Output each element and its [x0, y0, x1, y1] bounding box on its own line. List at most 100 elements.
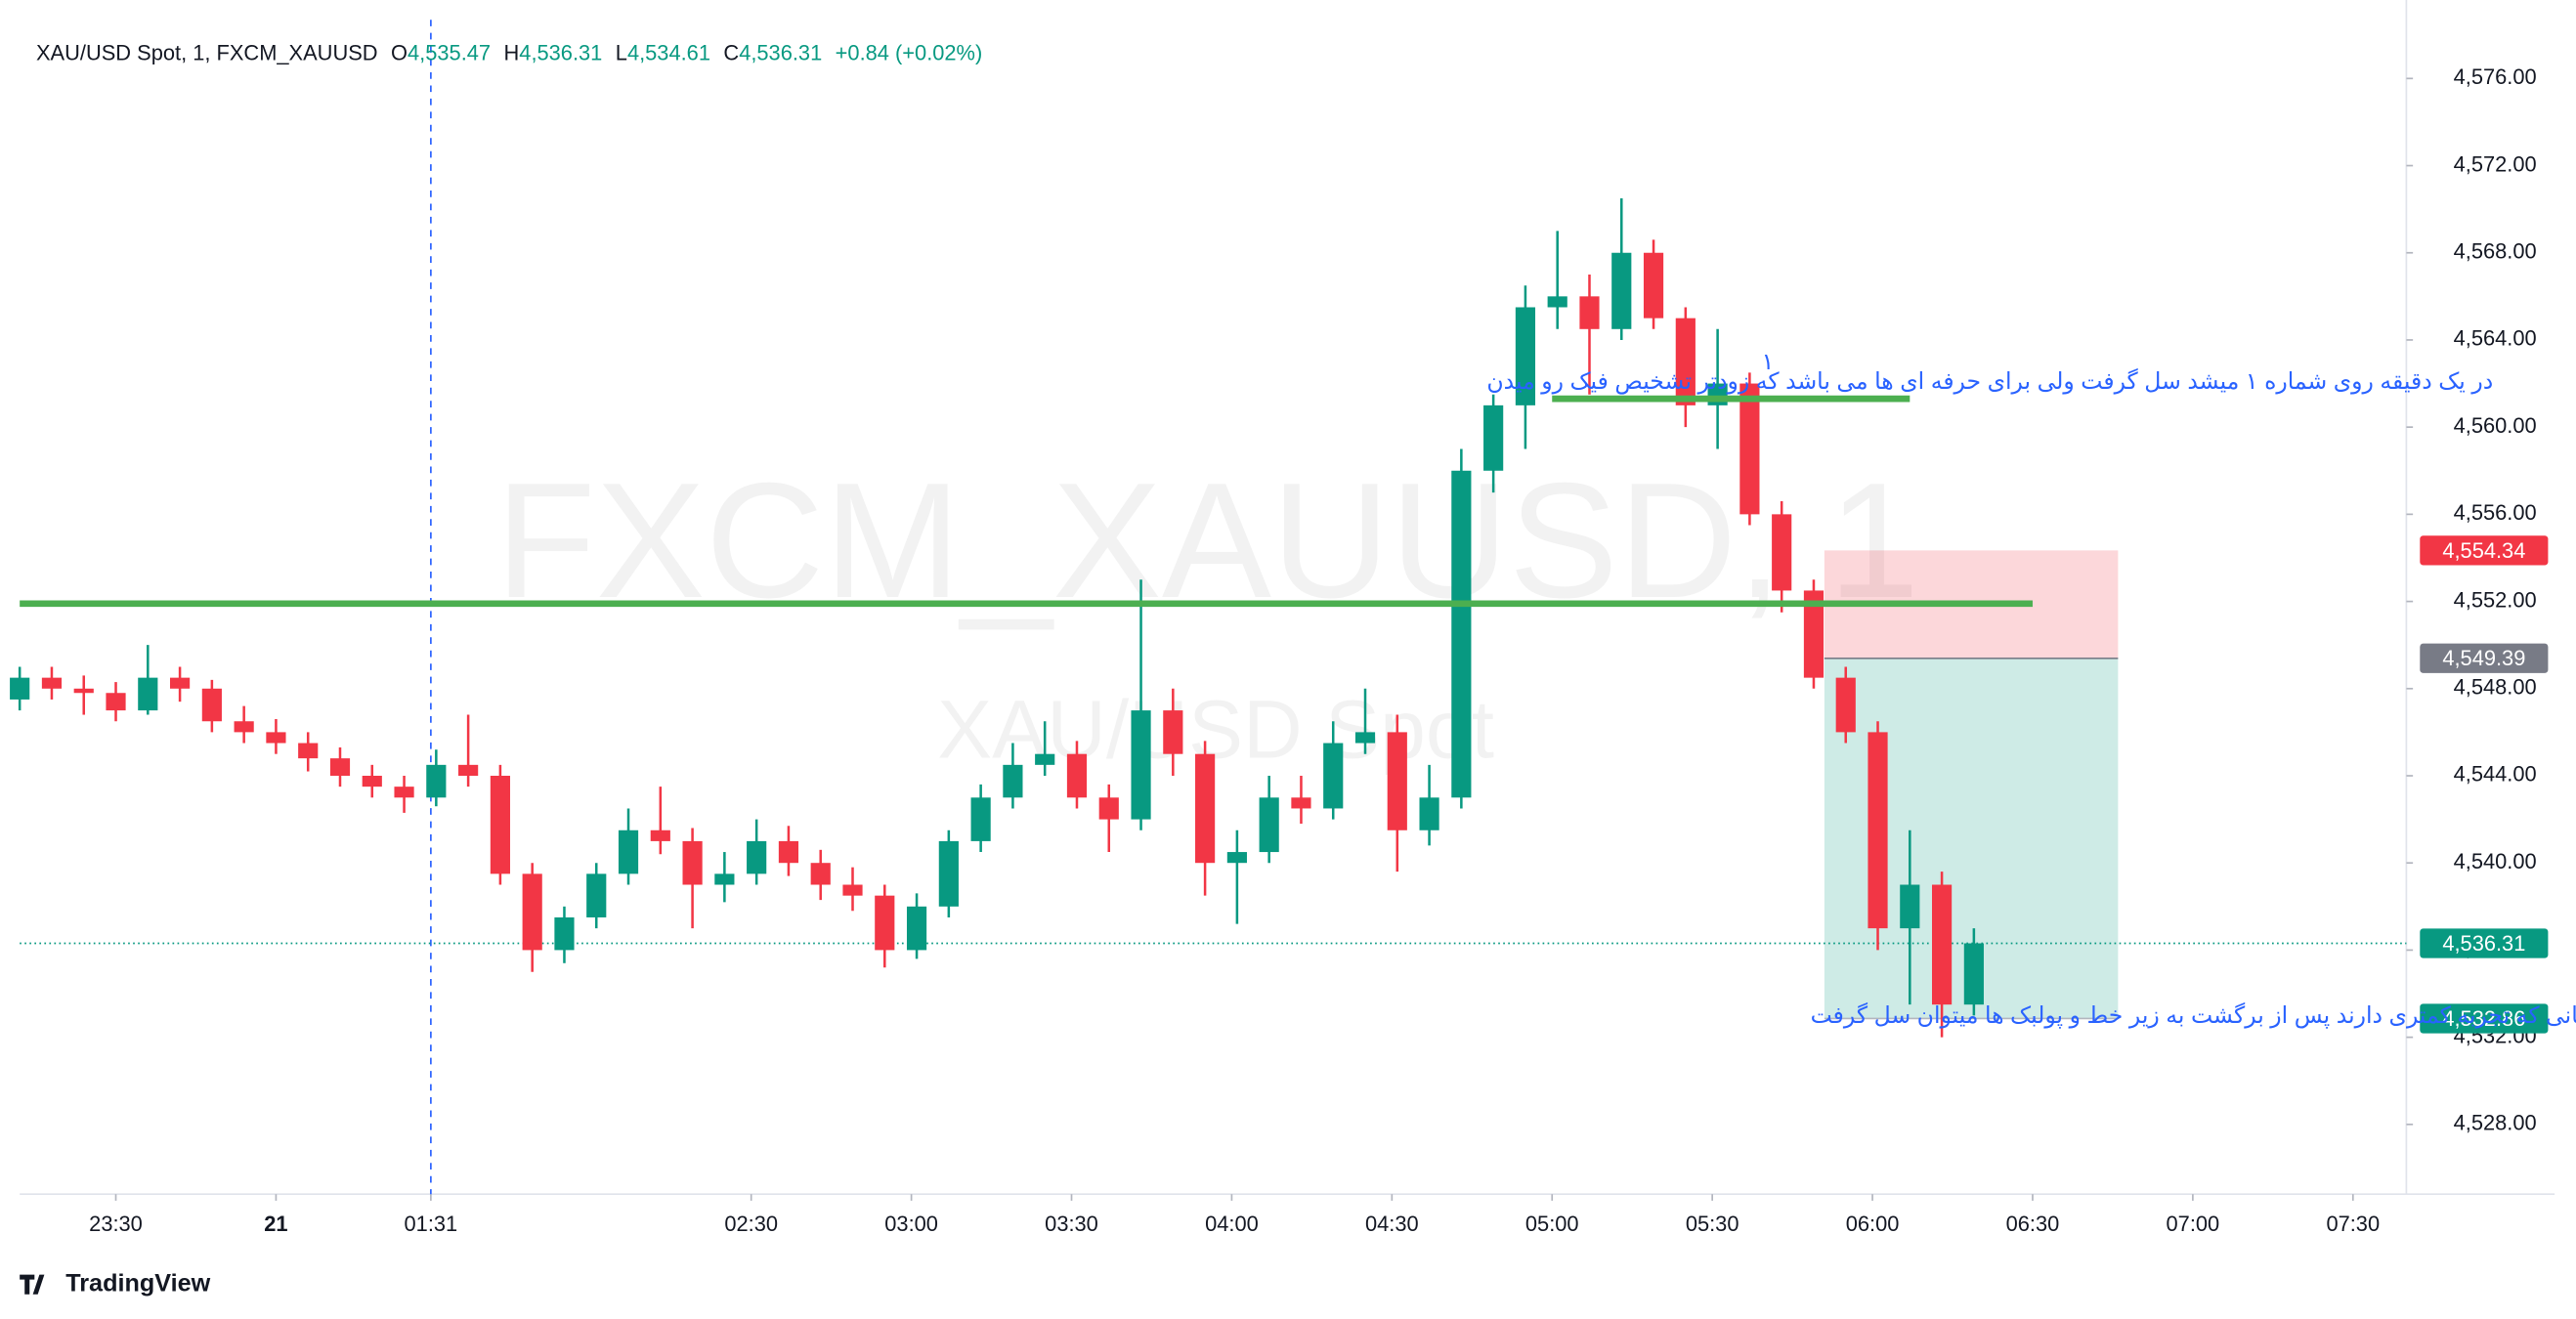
candle-body — [298, 743, 319, 759]
stop-label-bg — [2420, 535, 2549, 566]
y-tick-label: 4,564.00 — [2454, 326, 2537, 351]
candle-body — [618, 830, 639, 874]
candle-body — [1259, 797, 1279, 853]
candle-body — [169, 677, 191, 689]
x-tick-label: 01:31 — [405, 1212, 458, 1236]
annotation: برای باقی دوستانی که تجربه کمتری دارند پ… — [1811, 1001, 2576, 1029]
candle-body — [1547, 296, 1567, 308]
x-tick-label: 07:00 — [2167, 1212, 2220, 1236]
candle-body — [1900, 884, 1920, 929]
candle-body — [1675, 318, 1696, 405]
candle-body — [1195, 753, 1216, 864]
y-tick-label: 4,556.00 — [2454, 500, 2537, 525]
change: +0.84 (+0.02%) — [836, 40, 983, 64]
candle-body — [906, 906, 927, 951]
brand: TradingView — [65, 1269, 210, 1297]
last-price-label-bg — [2420, 928, 2549, 958]
y-tick-label: 4,568.00 — [2454, 239, 2537, 264]
annotation: در یک دقیقه روی شماره ۱ میشد سل گرفت ولی… — [1486, 367, 2493, 395]
entry-label: 4,549.39 — [2442, 646, 2525, 670]
candle-body — [1226, 852, 1247, 864]
plot: 4,528.004,532.004,536.004,540.004,544.00… — [10, 0, 2555, 1236]
ohlc-key: L — [616, 40, 627, 64]
candle-body — [1835, 677, 1856, 733]
x-tick-label: 05:30 — [1686, 1212, 1739, 1236]
candle-body — [1387, 732, 1407, 830]
y-tick-label: 4,544.00 — [2454, 762, 2537, 787]
candle-body — [747, 840, 767, 874]
candle-body — [394, 787, 414, 798]
candle-body — [266, 732, 286, 744]
legend-header: XAU/USD Spot, 1, FXCM_XAUUSD O4,535.47 H4,… — [36, 40, 982, 64]
last-price-label: 4,536.31 — [2442, 931, 2525, 956]
x-tick-label: 02:30 — [724, 1212, 778, 1236]
candle-body — [714, 873, 735, 885]
candle-body — [1003, 764, 1023, 798]
candle-body — [1035, 753, 1055, 765]
candle-body — [1323, 743, 1344, 809]
y-tick-label: 4,548.00 — [2454, 675, 2537, 700]
x-tick-label: 04:30 — [1365, 1212, 1419, 1236]
y-tick-label: 4,560.00 — [2454, 413, 2537, 438]
candle-body — [1772, 514, 1792, 591]
annotation: ۱ — [1762, 349, 1775, 374]
candle-body — [1579, 296, 1600, 329]
brand-logo: TradingView — [20, 1269, 211, 1297]
y-tick-label: 4,572.00 — [2454, 151, 2537, 176]
candle-body — [1098, 797, 1119, 820]
x-tick-label: 06:30 — [2006, 1212, 2060, 1236]
candle-body — [682, 840, 703, 885]
candle-body — [362, 775, 382, 787]
x-tick-label: 07:30 — [2326, 1212, 2380, 1236]
y-tick-label: 4,540.00 — [2454, 849, 2537, 873]
x-tick-label: 23:30 — [89, 1212, 143, 1236]
candle-body — [554, 916, 575, 951]
candle-body — [1932, 884, 1953, 1005]
candle-body — [138, 677, 158, 711]
candle-body — [1643, 252, 1664, 319]
ohlc-value: 4,536.31 — [739, 40, 822, 64]
candle-body — [106, 693, 126, 711]
entry-label-bg — [2420, 643, 2549, 673]
ohlc-key: H — [504, 40, 520, 64]
candle-body — [1868, 732, 1888, 929]
candle-body — [41, 677, 63, 689]
x-tick-label: 03:00 — [884, 1212, 938, 1236]
ohlc-value: 4,535.47 — [408, 40, 491, 64]
y-tick-label: 4,552.00 — [2454, 587, 2537, 612]
candle-body — [1515, 307, 1536, 405]
candle-body — [1451, 470, 1472, 798]
x-tick-label: 03:30 — [1045, 1212, 1098, 1236]
candle-body — [1803, 590, 1825, 678]
target-label-bg — [2420, 1003, 2549, 1034]
candle-body — [1066, 753, 1088, 798]
candle-body — [329, 758, 351, 776]
candle-body — [970, 797, 991, 841]
candle-body — [842, 884, 863, 896]
watermark-sub: XAU/USD Spot — [937, 683, 1494, 775]
candle-body — [1419, 797, 1439, 830]
x-tick-label: 21 — [264, 1212, 287, 1236]
candle-body — [938, 840, 959, 907]
ohlc-value: 4,534.61 — [627, 40, 710, 64]
candle-body — [458, 764, 479, 776]
candle-body — [810, 863, 831, 885]
candle-body — [10, 677, 30, 700]
candle-body — [778, 840, 799, 864]
symbol: XAU/USD Spot, 1, FXCM_XAUUSD — [36, 40, 378, 64]
y-tick-label: 4,528.00 — [2454, 1111, 2537, 1135]
candle-body — [73, 688, 94, 694]
x-tick-label: 05:00 — [1525, 1212, 1579, 1236]
candle-body — [201, 688, 222, 722]
ohlc-key: C — [723, 40, 739, 64]
candle-body — [1163, 710, 1183, 754]
candle-body — [1611, 252, 1632, 329]
x-tick-label: 06:00 — [1846, 1212, 1900, 1236]
candle-body — [1291, 797, 1311, 809]
x-tick-label: 04:00 — [1205, 1212, 1259, 1236]
stop-label: 4,554.34 — [2442, 538, 2525, 563]
y-tick-label: 4,576.00 — [2454, 64, 2537, 89]
